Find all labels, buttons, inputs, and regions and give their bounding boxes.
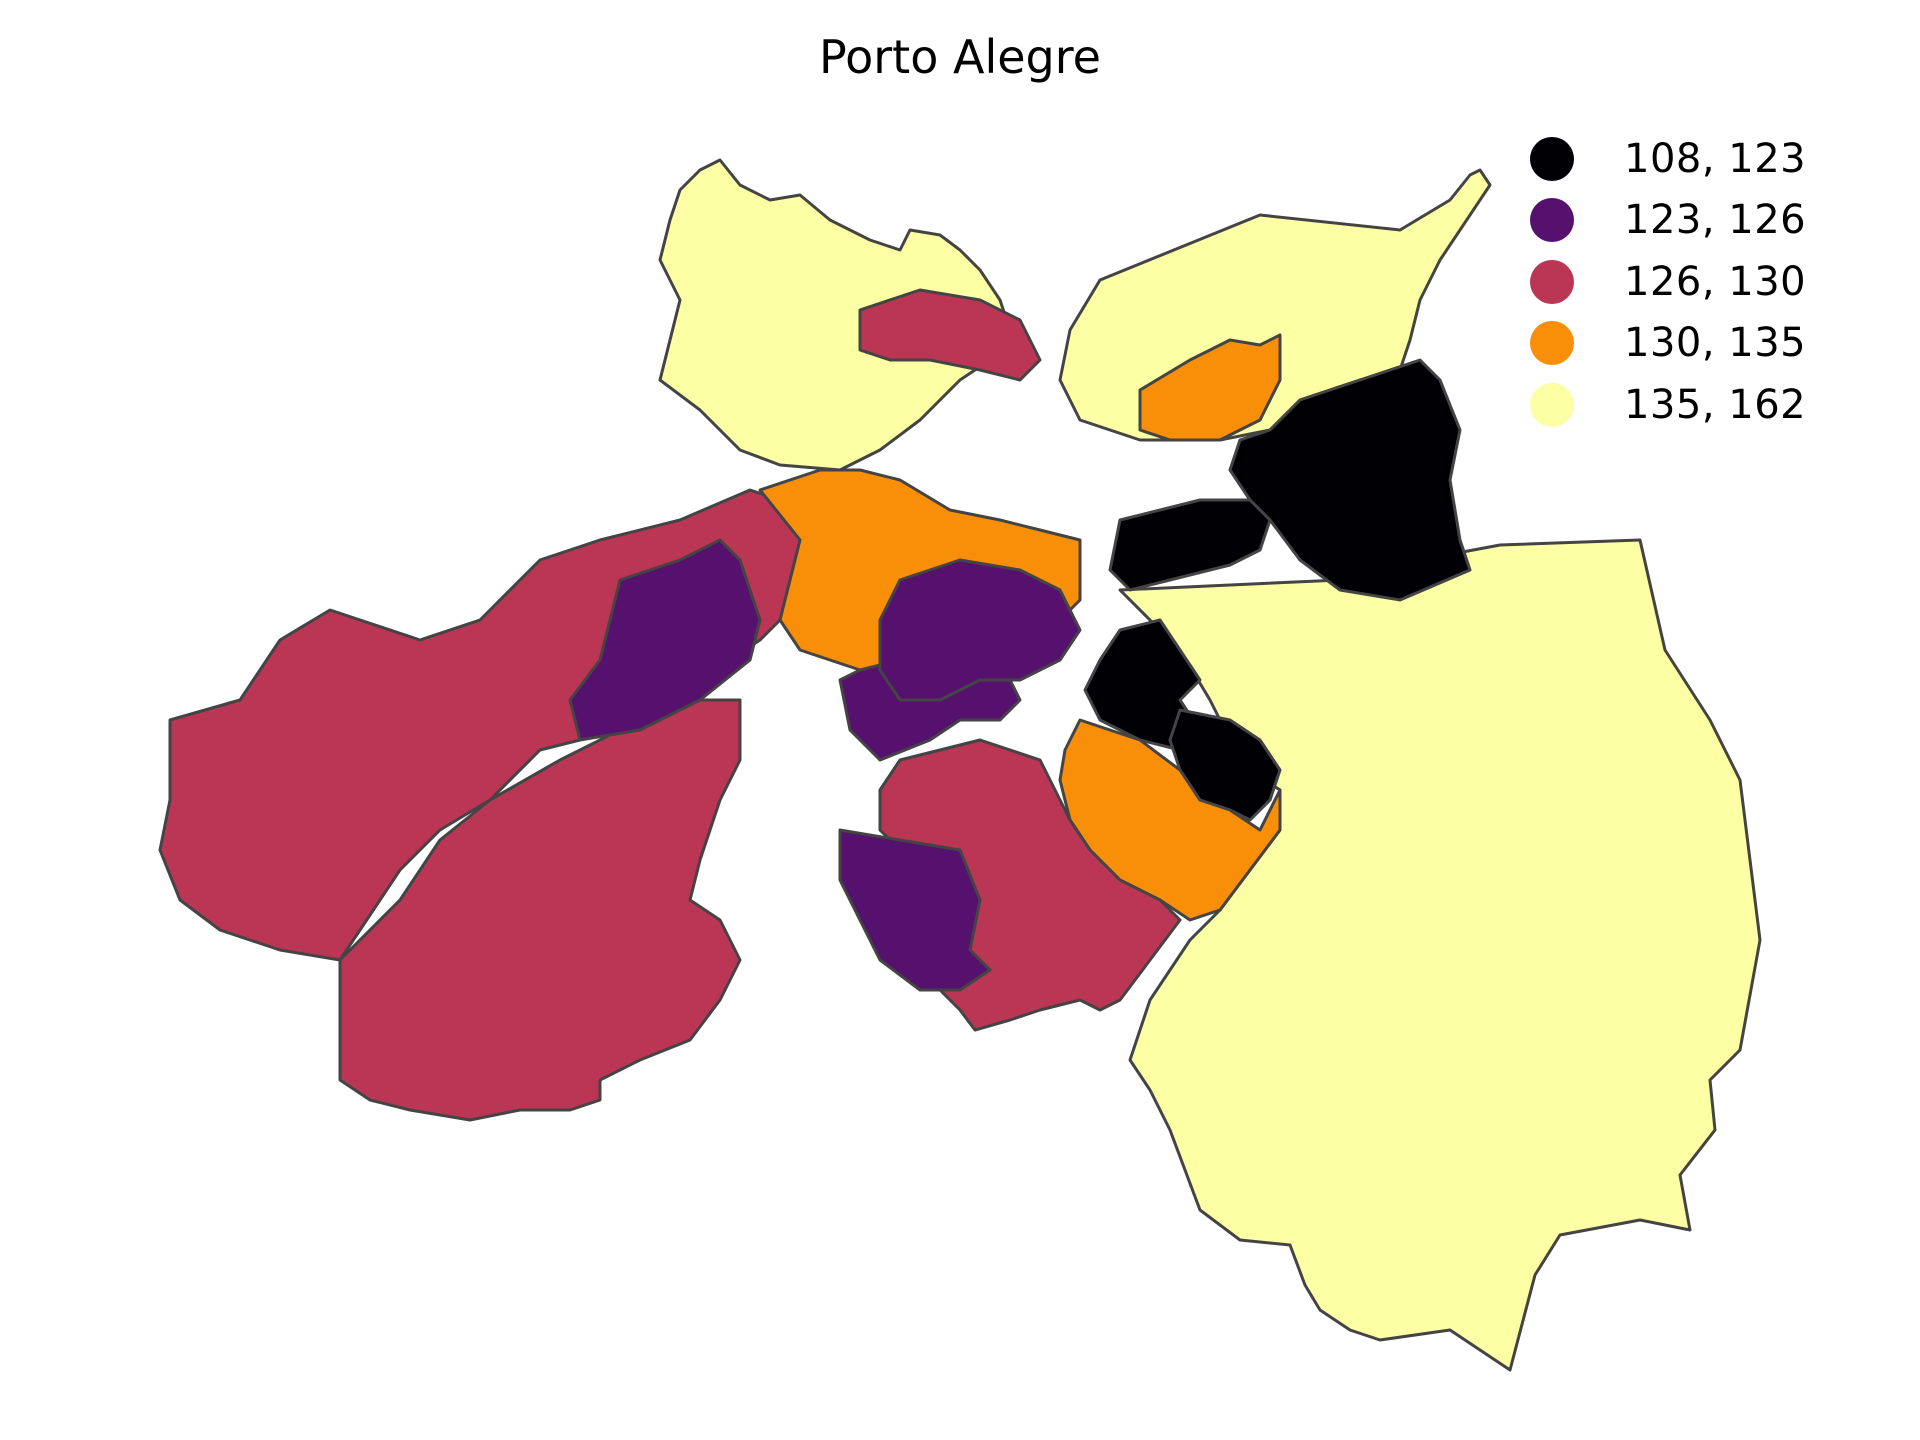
legend-swatch — [1530, 198, 1574, 243]
region-southeast[interactable] — [1118, 538, 1762, 1372]
legend-item: 108, 123 — [1530, 128, 1806, 190]
region-inner-north[interactable] — [858, 288, 1042, 382]
legend-label: 135, 162 — [1624, 381, 1807, 428]
legend-label: 126, 130 — [1624, 258, 1807, 305]
legend-swatch — [1530, 259, 1574, 304]
region-east-mid-2[interactable] — [1138, 333, 1282, 442]
legend-item: 123, 126 — [1530, 190, 1806, 252]
legend-label: 108, 123 — [1624, 135, 1807, 182]
region-southwest-right[interactable] — [338, 698, 742, 1122]
region-south-center-west[interactable] — [838, 828, 992, 992]
region-center-east[interactable] — [1108, 498, 1272, 592]
legend-item: 135, 162 — [1530, 374, 1806, 436]
legend-swatch — [1530, 382, 1574, 427]
legend-label: 130, 135 — [1624, 320, 1807, 367]
map-title: Porto Alegre — [819, 30, 1101, 84]
legend-swatch — [1530, 136, 1574, 181]
region-center[interactable] — [878, 558, 1082, 702]
legend-label: 123, 126 — [1624, 197, 1807, 244]
legend-item: 130, 135 — [1530, 313, 1806, 375]
legend-swatch — [1530, 321, 1574, 366]
region-west-inner[interactable] — [568, 538, 762, 742]
region-center-east-3[interactable] — [1168, 708, 1282, 822]
legend-item: 126, 130 — [1530, 251, 1806, 313]
region-east[interactable] — [1228, 358, 1472, 602]
legend: 108, 123 123, 126 126, 130 130, 135 135,… — [1530, 128, 1806, 436]
